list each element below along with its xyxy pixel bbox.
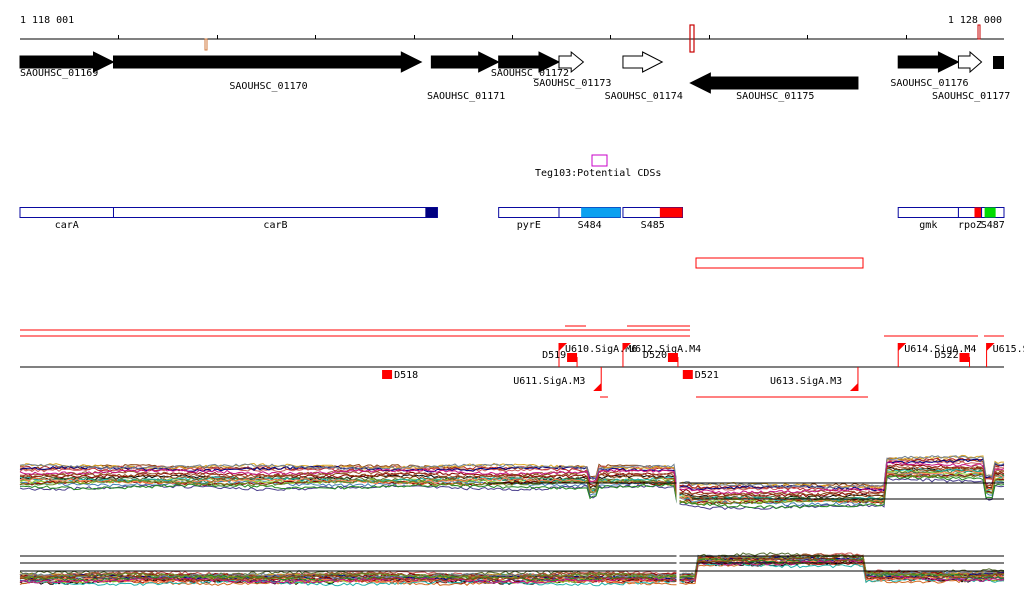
gene-arrow[interactable] — [897, 51, 960, 73]
gene-arrow[interactable] — [112, 51, 423, 73]
feature-label: S484 — [578, 220, 602, 231]
gene-label: SAOUHSC_01172 — [491, 68, 569, 79]
tss-flag[interactable] — [622, 343, 631, 351]
potential-cds-box[interactable] — [591, 154, 608, 167]
feature-tag — [984, 207, 996, 218]
tss-box[interactable] — [959, 353, 970, 362]
tss-label: U613.SigA.M3 — [770, 376, 842, 387]
expression-line — [19, 467, 1005, 503]
coordinate-end-label: 1 128 000 — [948, 15, 1002, 26]
expression-line — [19, 473, 1004, 506]
feature-box[interactable] — [112, 207, 438, 218]
gene-arrow[interactable] — [689, 72, 859, 94]
expression-line — [19, 469, 1005, 504]
gene-arrow-clipped[interactable] — [993, 56, 1004, 69]
tss-label: D519 — [542, 350, 566, 361]
tss-flag[interactable] — [558, 343, 567, 351]
expression-line — [19, 468, 1005, 502]
feature-label: S487 — [981, 220, 1005, 231]
potential-cds-track: Teg103:Potential CDSs — [535, 154, 661, 179]
expression-profile-forward — [19, 454, 1005, 511]
tss-box[interactable] — [682, 370, 693, 379]
expression-line — [19, 466, 1004, 499]
tss-label: U614.SigA.M4 — [904, 344, 976, 355]
tss-flag[interactable] — [986, 343, 995, 351]
expression-line — [19, 476, 1005, 511]
tss-label: D518 — [394, 370, 418, 381]
feature-label: gmk — [919, 220, 937, 231]
tss-label: U611.SigA.M3 — [513, 376, 585, 387]
tss-label: D522 — [935, 350, 959, 361]
expression-line — [19, 466, 1005, 500]
tss-box[interactable] — [667, 353, 678, 362]
feature-box[interactable] — [19, 207, 114, 218]
potential-cds-label: Teg103:Potential CDSs — [535, 168, 661, 179]
expression-line — [19, 473, 1005, 505]
gene-label: SAOUHSC_01177 — [932, 91, 1010, 102]
gene-label: SAOUHSC_01174 — [605, 91, 683, 102]
gene-arrow[interactable] — [558, 50, 585, 74]
tss-box[interactable] — [382, 370, 393, 379]
expression-line — [19, 559, 1005, 585]
expression-line — [19, 475, 1005, 509]
ruler-marker-end — [977, 24, 981, 40]
feature-tag — [659, 207, 683, 218]
gene-arrow[interactable] — [19, 51, 115, 73]
ruler-ticks — [118, 35, 907, 39]
gene-arrow[interactable] — [430, 51, 500, 73]
gene-label: SAOUHSC_01176 — [890, 78, 968, 89]
feature-label: rpoZ — [958, 220, 982, 231]
expression-line — [19, 455, 1005, 490]
tss-flag[interactable] — [898, 343, 907, 351]
coordinate-start-label: 1 118 001 — [20, 15, 74, 26]
feature-label: carB — [263, 220, 287, 231]
gene-arrow[interactable] — [957, 50, 983, 74]
feature-label: carA — [55, 220, 79, 231]
gene-label: SAOUHSC_01170 — [229, 81, 307, 92]
feature-label: S485 — [641, 220, 665, 231]
feature-label: pyrE — [517, 220, 541, 231]
transcript-region-box[interactable] — [695, 257, 864, 269]
feature-box[interactable] — [498, 207, 560, 218]
feature-tag — [425, 207, 438, 218]
gene-arrow[interactable] — [498, 51, 561, 73]
gene-label: SAOUHSC_01171 — [427, 91, 505, 102]
expression-line — [19, 558, 1005, 584]
tss-flag[interactable] — [849, 383, 858, 391]
tss-box[interactable] — [567, 353, 578, 362]
feature-tag — [974, 207, 982, 218]
coordinate-ruler: 1 118 001 1 128 000 — [20, 15, 1004, 53]
gene-annotation-track: SAOUHSC_01169 SAOUHSC_01170 SAOUHSC_01171 S… — [19, 50, 1010, 102]
ruler-marker-highlight[interactable] — [689, 24, 695, 53]
gene-arrow[interactable] — [622, 51, 664, 73]
tss-flag[interactable] — [593, 383, 602, 391]
ruler-marker-small — [204, 38, 208, 51]
feature-tag — [581, 207, 621, 218]
gene-label: SAOUHSC_01175 — [736, 91, 814, 102]
tss-label: U610.SigA.M6 — [565, 344, 637, 355]
tss-label: U615.SigA — [993, 344, 1024, 355]
gene-label: SAOUHSC_01173 — [533, 78, 611, 89]
tss-label: U612.SigA.M4 — [629, 344, 701, 355]
expression-profile-reverse — [19, 440, 1005, 600]
gene-label: SAOUHSC_01169 — [20, 68, 98, 79]
feature-box[interactable] — [897, 207, 959, 218]
tss-label: D521 — [695, 370, 719, 381]
tss-label: D520 — [643, 350, 667, 361]
expression-line — [19, 556, 1005, 582]
